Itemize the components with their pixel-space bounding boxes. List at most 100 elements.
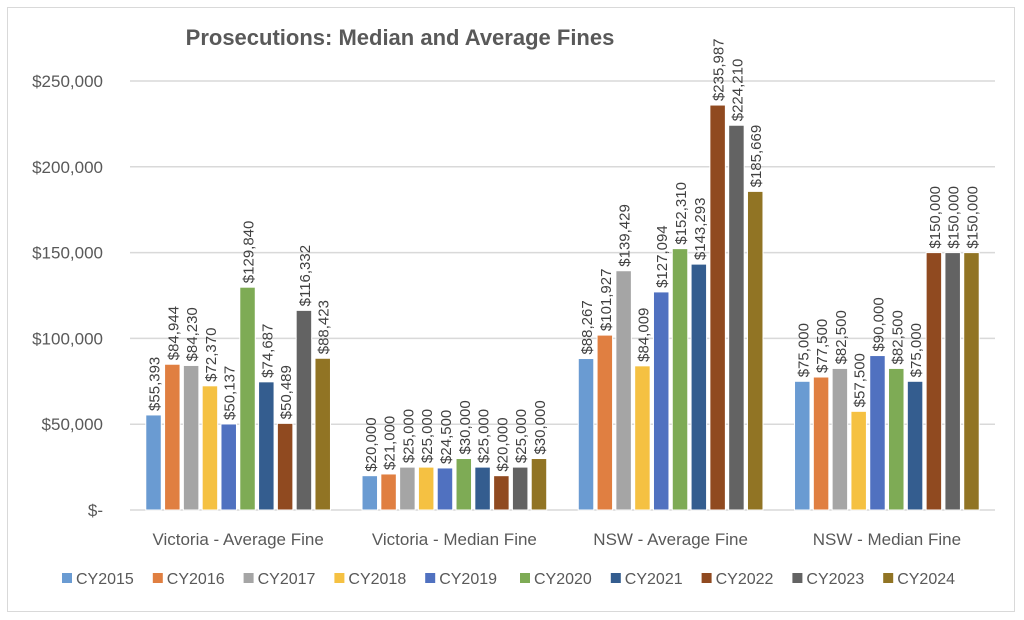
data-label: $88,267	[579, 300, 596, 354]
data-label: $50,137	[222, 366, 239, 420]
legend-label: CY2021	[625, 571, 683, 588]
data-label: $30,000	[532, 400, 549, 454]
data-label: $20,000	[363, 417, 380, 471]
legend-label: CY2018	[348, 571, 406, 588]
bar	[164, 363, 181, 511]
bar	[888, 367, 905, 511]
bar	[276, 422, 294, 511]
bar	[615, 270, 632, 511]
data-label: $24,500	[438, 410, 455, 464]
data-label: $150,000	[964, 186, 981, 249]
bar	[145, 414, 162, 511]
data-label: $150,000	[927, 186, 944, 249]
bar	[869, 355, 886, 511]
bar	[596, 334, 614, 511]
bar	[314, 357, 331, 511]
bar	[652, 291, 670, 511]
bar	[455, 458, 473, 511]
bar	[436, 467, 454, 511]
data-label: $101,927	[598, 269, 615, 332]
bar	[530, 458, 548, 511]
legend-swatch	[425, 573, 436, 583]
legend-label: CY2015	[76, 571, 134, 588]
legend-swatch	[62, 573, 72, 583]
data-label: $84,009	[635, 308, 652, 362]
legend-swatch	[610, 573, 621, 583]
y-tick-label: $200,000	[32, 158, 103, 177]
category-label: NSW - Median Fine	[813, 530, 961, 549]
bar	[220, 423, 237, 511]
legend-swatch	[792, 573, 803, 583]
category-label: Victoria - Median Fine	[372, 530, 537, 549]
bar	[671, 248, 689, 511]
legend-label: CY2020	[534, 571, 592, 588]
data-label: $20,000	[494, 417, 511, 471]
data-label: $25,000	[400, 409, 417, 463]
bar	[295, 309, 313, 511]
bar	[417, 466, 435, 511]
legend-label: CY2017	[258, 571, 316, 588]
legend-label: CY2019	[439, 571, 497, 588]
bar	[906, 380, 924, 511]
bar	[963, 252, 980, 511]
legend-swatch	[243, 573, 254, 583]
data-label: $72,370	[203, 328, 220, 382]
bar	[511, 466, 529, 511]
y-tick-label: $100,000	[32, 329, 103, 348]
bar	[925, 252, 943, 511]
bar	[474, 466, 491, 511]
bar	[493, 475, 510, 511]
data-label: $75,000	[795, 323, 812, 377]
category-label: NSW - Average Fine	[593, 530, 748, 549]
data-label: $150,000	[946, 186, 963, 249]
data-label: $82,500	[833, 310, 850, 364]
data-label: $127,094	[654, 225, 671, 288]
data-label: $235,987	[711, 38, 728, 101]
bar	[239, 286, 256, 511]
legend-label: CY2016	[167, 571, 225, 588]
data-label: $84,944	[165, 306, 182, 360]
bar	[944, 252, 961, 511]
data-label: $21,000	[382, 416, 399, 470]
data-label: $57,500	[852, 353, 869, 407]
bar	[709, 104, 726, 511]
data-label: $143,293	[692, 198, 709, 261]
bar	[399, 466, 416, 511]
bar	[812, 376, 830, 511]
y-tick-label: $50,000	[42, 415, 103, 434]
legend-swatch	[152, 573, 163, 583]
data-label: $25,000	[476, 409, 493, 463]
data-label: $55,393	[147, 357, 164, 411]
data-label: $30,000	[457, 400, 474, 454]
bar	[577, 358, 595, 511]
legend-label: CY2024	[897, 571, 955, 588]
chart-frame	[7, 7, 1015, 612]
data-label: $116,332	[297, 245, 314, 306]
bar	[746, 190, 764, 511]
bar	[690, 263, 708, 511]
bar	[201, 385, 219, 511]
data-label: $25,000	[419, 409, 436, 463]
bar	[728, 124, 745, 511]
data-label: $84,230	[184, 307, 201, 361]
data-label: $75,000	[908, 323, 925, 377]
bar	[380, 473, 397, 511]
legend-label: CY2022	[716, 571, 774, 588]
legend-label: CY2023	[806, 571, 864, 588]
category-label: Victoria - Average Fine	[152, 530, 323, 549]
bar	[794, 380, 811, 511]
legend-swatch	[334, 573, 345, 583]
data-label: $152,310	[673, 182, 690, 245]
bar	[850, 410, 867, 511]
legend-swatch	[883, 573, 894, 583]
data-label: $139,429	[617, 204, 634, 267]
data-label: $129,840	[241, 221, 258, 284]
legend-swatch	[701, 573, 712, 583]
data-label: $224,210	[729, 59, 746, 122]
legend-swatch	[520, 573, 530, 583]
data-label: $74,687	[259, 324, 276, 378]
chart-title: Prosecutions: Median and Average Fines	[186, 25, 615, 50]
data-label: $90,000	[870, 297, 887, 351]
bar	[182, 364, 200, 511]
